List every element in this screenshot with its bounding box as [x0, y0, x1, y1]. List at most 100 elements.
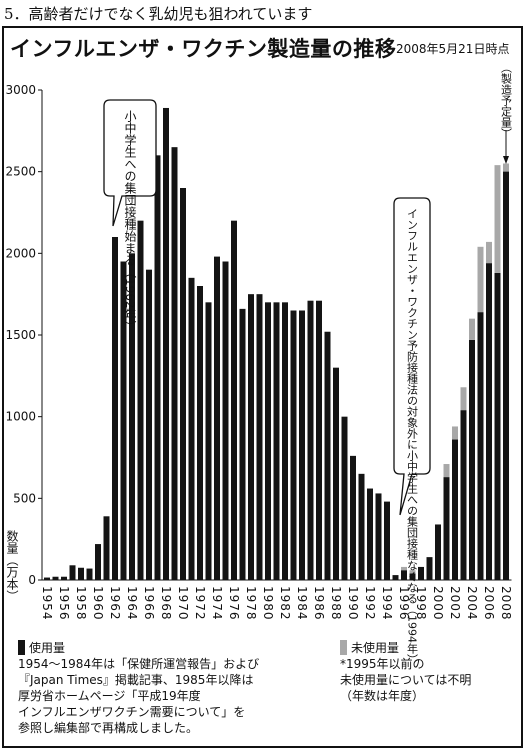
- chart-title: インフルエンザ・ワクチン製造量の推移: [10, 37, 397, 61]
- bar-used: [44, 577, 50, 580]
- y-tick-label: 2000: [5, 246, 36, 260]
- y-tick-label: 3000: [5, 83, 36, 97]
- bar-used: [129, 253, 135, 581]
- x-tick-label: 1958: [74, 586, 88, 621]
- bar-used: [290, 310, 297, 580]
- bar-used: [137, 220, 144, 580]
- bar-used: [316, 300, 322, 580]
- legend-unused: 未使用量 *1995年以前の 未使用量については不明 （年数は年度）: [340, 640, 471, 704]
- bar-used: [367, 488, 373, 580]
- bar-used: [426, 557, 433, 580]
- unused-note-2: 未使用量については不明: [340, 673, 472, 687]
- x-tick-label: 1978: [244, 586, 258, 621]
- x-tick-label: 1956: [57, 586, 71, 621]
- bar-used: [86, 568, 93, 580]
- bar-unused: [460, 387, 467, 411]
- x-tick-label: 1954: [40, 586, 54, 621]
- unused-legend-label: 未使用量: [351, 641, 400, 655]
- used-note-1: 1954〜1984年は「保健所運営報告」および: [18, 657, 260, 671]
- chart-frame: [2, 26, 523, 748]
- bar-used: [78, 567, 84, 580]
- bar-used: [341, 416, 348, 580]
- bar-used: [256, 294, 263, 580]
- bar-used: [392, 575, 399, 580]
- callout-1994-text: インフルエンザ・ワクチン予防接種法の対象外に小中学生への集団接種なくなる（199…: [406, 208, 419, 665]
- bar-used: [52, 576, 59, 580]
- bar-used: [188, 277, 195, 580]
- x-tick-label: 1964: [125, 586, 139, 621]
- callouts: 小中学生への集団接種始まる（1962年） インフルエンザ・ワクチン予防接種法の対象…: [103, 62, 513, 665]
- x-tick-label: 2000: [431, 586, 445, 621]
- x-tick-label: 1968: [159, 586, 173, 621]
- bar-used: [435, 524, 441, 580]
- as-of-date: 2008年5月21日時点: [396, 42, 510, 56]
- callout-1962-bubble: [103, 99, 157, 227]
- bar-unused: [443, 464, 450, 478]
- x-tick-label: 1970: [176, 586, 190, 621]
- bar-used: [494, 272, 501, 580]
- bar-used: [358, 473, 365, 580]
- bar-used: [384, 501, 390, 580]
- unused-swatch: [340, 640, 347, 655]
- x-tick-label: 1988: [329, 586, 343, 621]
- bar-used: [231, 220, 237, 580]
- x-tick-label: 1962: [108, 586, 122, 621]
- bar-used: [112, 237, 118, 580]
- bar-unused: [494, 165, 501, 273]
- bar-used: [69, 565, 76, 580]
- unused-note-3: （年数は年度）: [340, 689, 425, 703]
- bar-used: [460, 410, 467, 580]
- callout-1962-text: 小中学生への集団接種始まる（1962年）: [123, 110, 137, 333]
- bar-unused: [469, 318, 475, 340]
- x-tick-label: 1984: [295, 586, 309, 621]
- bar-unused: [477, 246, 484, 313]
- x-tick-label: 1992: [363, 586, 377, 621]
- bar-used: [273, 302, 280, 580]
- x-axis: 1954 1956 1958 1960 1962 1964 1966 1968 1970 1972…: [40, 586, 513, 621]
- bar-used: [350, 455, 356, 580]
- bar-used: [146, 269, 152, 580]
- used-note-4: インフルエンザワクチン需要について」を: [18, 705, 246, 719]
- bar-used: [214, 256, 220, 580]
- bar-used: [265, 302, 271, 580]
- bar-used: [443, 477, 450, 580]
- bar-used: [95, 544, 101, 580]
- x-tick-label: 1974: [210, 586, 224, 621]
- bar-used: [333, 367, 339, 580]
- x-tick-label: 1966: [142, 586, 156, 621]
- bar-unused: [409, 570, 416, 574]
- x-tick-label: 1996: [397, 586, 411, 621]
- bar-used: [61, 576, 67, 580]
- used-note-5: 参照し編集部で再構成しました。: [18, 721, 199, 735]
- bar-used: [248, 294, 254, 580]
- planned-label: （製造予定量）: [500, 62, 513, 139]
- callout-1994-bubble: [393, 197, 431, 516]
- bar-used: [222, 261, 229, 580]
- bar-used: [197, 286, 203, 580]
- used-note-3: 厚労省ホームページ「平成19年度: [18, 689, 201, 703]
- bar-used: [375, 493, 382, 580]
- bar-used: [120, 261, 127, 580]
- bar-used: [401, 570, 407, 580]
- used-note-2: 『Japan Times』掲載記事、1985年以降は: [18, 673, 254, 687]
- used-legend-label: 使用量: [29, 641, 66, 655]
- x-tick-label: 2002: [448, 586, 462, 621]
- x-tick-label: 1980: [261, 586, 275, 621]
- y-tick-label: 1000: [5, 410, 36, 424]
- x-tick-label: 2006: [482, 586, 496, 621]
- bar-planned: [503, 171, 509, 580]
- x-tick-label: 2008: [499, 586, 513, 621]
- bar-used: [324, 331, 331, 580]
- x-tick-label: 1972: [193, 586, 207, 621]
- bar-unused: [401, 566, 407, 571]
- y-tick-label: 0: [28, 573, 36, 587]
- y-tick-label: 1500: [5, 328, 36, 342]
- y-tick-label: 500: [13, 491, 36, 505]
- x-tick-label: 1994: [380, 586, 394, 621]
- bar-used: [469, 339, 475, 580]
- y-axis: 0 500 1000 1500 2000 2500 3000 数量（万本）: [5, 83, 512, 602]
- bar-used: [299, 310, 305, 580]
- x-tick-label: 1960: [91, 586, 105, 621]
- bar-used: [205, 302, 212, 580]
